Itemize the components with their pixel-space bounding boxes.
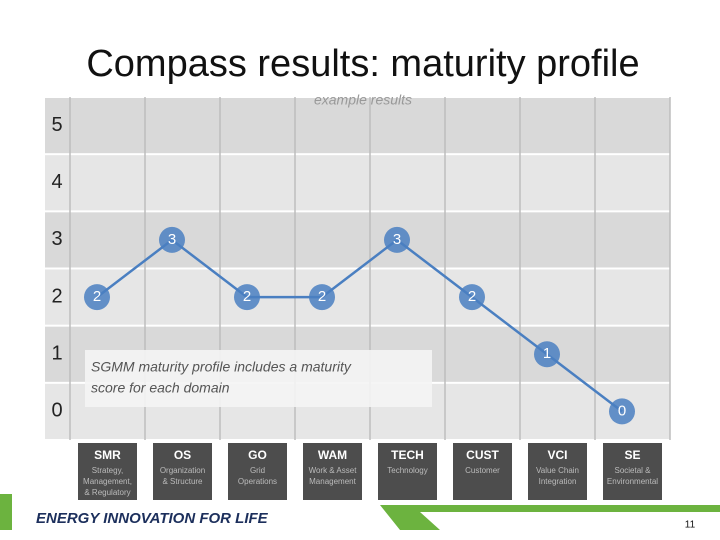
category-description: Work & Asset <box>309 466 358 475</box>
category-label: TECH <box>391 448 424 462</box>
category-description: Integration <box>539 477 577 486</box>
footer-band <box>0 494 400 530</box>
category-description: Strategy, <box>92 466 123 475</box>
y-tick-label: 3 <box>51 228 62 250</box>
point-marker <box>384 226 410 253</box>
category-description: Grid <box>250 466 265 475</box>
category-label: GO <box>248 448 267 462</box>
category-description: Technology <box>387 466 427 475</box>
category-box <box>378 443 437 500</box>
footer-accent <box>0 494 12 530</box>
slide-title: Compass results: maturity profile <box>86 43 639 85</box>
row-band <box>45 98 670 154</box>
page-number: 11 <box>685 520 696 531</box>
category-description: Societal & <box>614 466 651 475</box>
row-band <box>45 155 670 211</box>
category-label: OS <box>174 448 191 462</box>
point-marker <box>609 398 635 425</box>
chart-subtitle: example results <box>314 92 412 108</box>
footer-stripe <box>380 505 720 530</box>
category-box <box>528 443 587 500</box>
data-label: 3 <box>168 231 176 248</box>
y-tick-label: 4 <box>51 171 62 193</box>
y-tick-label: 2 <box>51 285 62 307</box>
category-description: Management, <box>83 477 132 486</box>
category-label: WAM <box>318 448 347 462</box>
category-description: Operations <box>238 477 277 486</box>
category-description: & Regulatory <box>84 488 130 497</box>
footer-tagline: ENERGY INNOVATION FOR LIFE <box>36 510 269 527</box>
data-label: 2 <box>93 288 101 305</box>
annotation: score for each domain <box>91 380 230 396</box>
row-band <box>45 269 670 325</box>
category-label: SE <box>624 448 640 462</box>
category-box <box>78 443 137 500</box>
category-label: CUST <box>466 448 499 462</box>
data-label: 1 <box>543 345 551 362</box>
category-label: VCI <box>547 448 567 462</box>
category-box <box>603 443 662 500</box>
category-description: Customer <box>465 466 500 475</box>
annotation-box <box>85 350 432 407</box>
y-tick-label: 0 <box>51 400 62 422</box>
data-label: 2 <box>318 288 326 305</box>
point-marker <box>84 284 110 311</box>
data-label: 0 <box>618 402 626 419</box>
annotation: SGMM maturity profile includes a maturit… <box>91 359 352 375</box>
category-description: & Structure <box>162 477 203 486</box>
profile-line <box>96 238 623 413</box>
data-label: 2 <box>468 288 476 305</box>
y-tick-label: 5 <box>51 114 62 136</box>
category-description: Environmental <box>607 477 658 486</box>
data-label: 3 <box>393 231 401 248</box>
category-box <box>303 443 362 500</box>
y-tick-label: 1 <box>51 343 62 365</box>
category-box <box>153 443 212 500</box>
category-box <box>228 443 287 500</box>
plot-area: 0 1 2 3 4 5 example results SGMM maturity profi… <box>45 92 671 500</box>
category-label: SMR <box>94 448 121 462</box>
category-description: Value Chain <box>536 466 579 475</box>
category-description: Organization <box>160 466 205 475</box>
category-box <box>453 443 512 500</box>
point-marker <box>159 226 185 253</box>
point-marker <box>309 284 335 311</box>
point-marker <box>534 341 560 368</box>
category-description: Management <box>309 477 356 486</box>
point-marker <box>459 284 485 311</box>
row-band <box>45 212 670 268</box>
point-marker <box>234 284 260 311</box>
data-label: 2 <box>243 288 251 305</box>
